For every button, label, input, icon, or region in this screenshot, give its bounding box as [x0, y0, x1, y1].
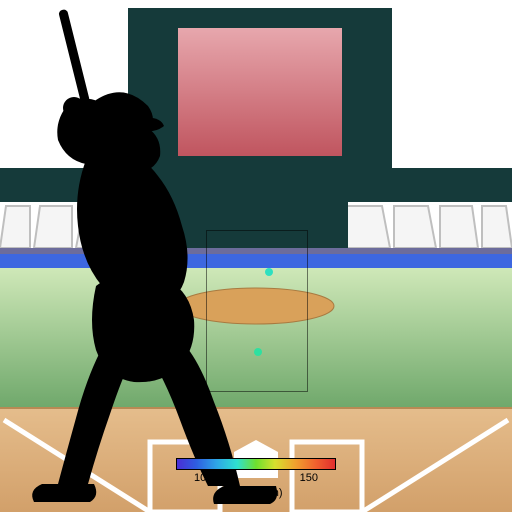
pitch-location-chart: 100 150 球速(km/h)	[0, 0, 512, 512]
speed-legend: 100 150 球速(km/h)	[176, 458, 336, 500]
legend-label: 球速(km/h)	[176, 484, 336, 500]
legend-ticks: 100 150	[176, 472, 336, 484]
legend-tick: 100	[194, 472, 212, 484]
legend-colorbar	[176, 458, 336, 470]
legend-tick: 150	[300, 472, 318, 484]
batter-silhouette	[0, 0, 512, 512]
